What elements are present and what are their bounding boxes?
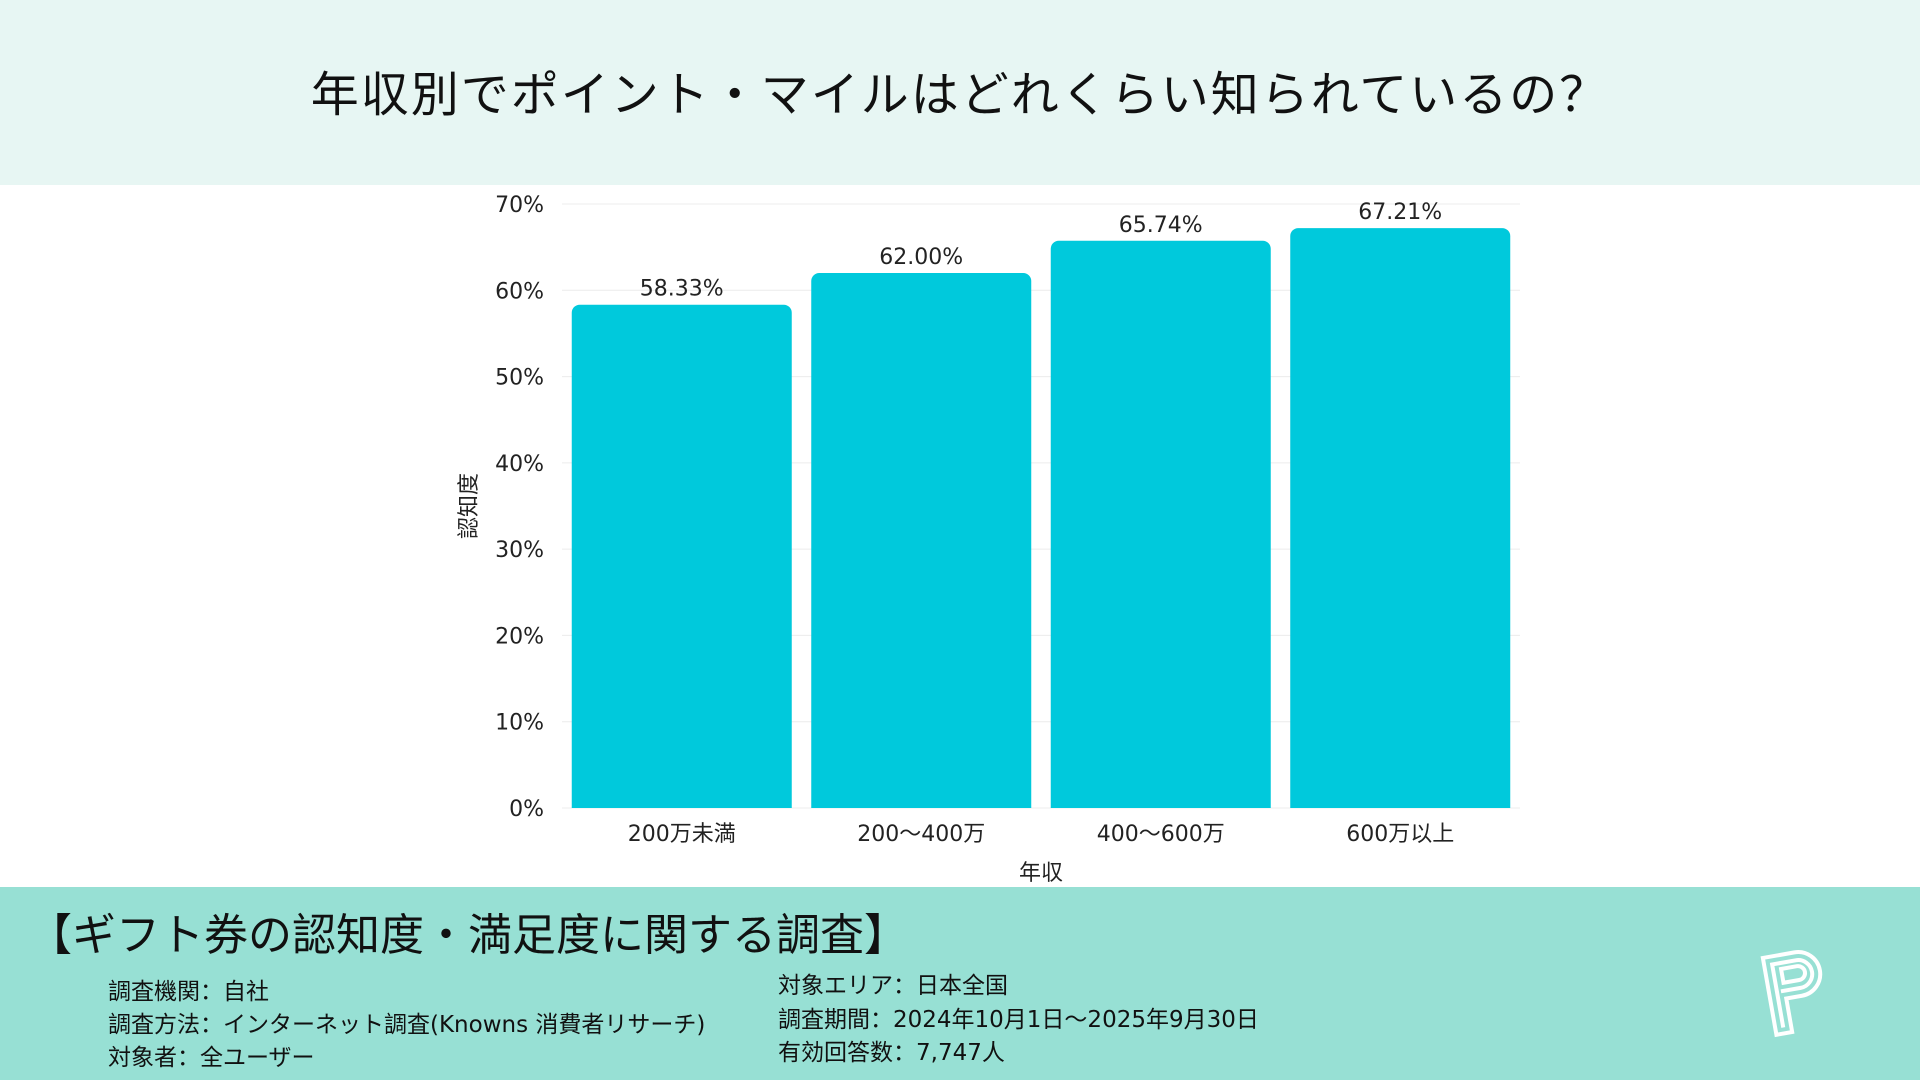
y-tick-label: 70% (495, 193, 544, 218)
bar (811, 273, 1032, 808)
brand-logo-icon (1760, 950, 1823, 1038)
bar (571, 304, 792, 808)
data-label: 65.74% (1119, 213, 1203, 238)
header-band: 年収別でポイント・マイルはどれくらい知られているの？ (0, 0, 1920, 185)
x-tick-label: 200万未満 (628, 822, 736, 847)
info-method: 調査方法：インターネット調査(Knowns 消費者リサーチ) (108, 1012, 706, 1038)
info-area: 対象エリア：日本全国 (778, 973, 1008, 999)
y-tick-label: 20% (495, 624, 544, 649)
bar-chart: 0% 10% 20% 30% 40% 50% 60% 70% 58.33% 200万未満 62.00… (457, 193, 1520, 886)
footer-band: 【ギフト券の認知度・満足度に関する調査】 調査機関：自社 調査方法：インターネッ… (0, 887, 1920, 1080)
bar (1290, 228, 1511, 808)
y-tick-label: 40% (495, 452, 544, 477)
info-organization: 調査機関：自社 (108, 979, 269, 1005)
y-axis-label: 認知度 (457, 473, 482, 539)
x-tick-label: 200〜400万 (857, 822, 985, 847)
y-tick-label: 50% (495, 366, 544, 391)
x-tick-label: 400〜600万 (1097, 822, 1225, 847)
y-tick-label: 60% (495, 279, 544, 304)
data-label: 67.21% (1358, 200, 1442, 225)
info-responses: 有効回答数：7,747人 (778, 1040, 1005, 1066)
data-label: 62.00% (879, 245, 963, 270)
y-tick-label: 30% (495, 538, 544, 563)
x-tick-label: 600万以上 (1346, 822, 1454, 847)
info-period: 調査期間：2024年10月1日〜2025年9月30日 (778, 1007, 1259, 1033)
x-axis-label: 年収 (1019, 861, 1063, 886)
bar (1050, 240, 1271, 809)
info-target: 対象者：全ユーザー (108, 1045, 315, 1071)
survey-title: 【ギフト券の認知度・満足度に関する調査】 (28, 910, 908, 961)
y-tick-label: 10% (495, 711, 544, 736)
y-tick-label: 0% (509, 797, 544, 822)
page-title: 年収別でポイント・マイルはどれくらい知られているの？ (310, 67, 1610, 123)
data-label: 58.33% (640, 277, 724, 302)
